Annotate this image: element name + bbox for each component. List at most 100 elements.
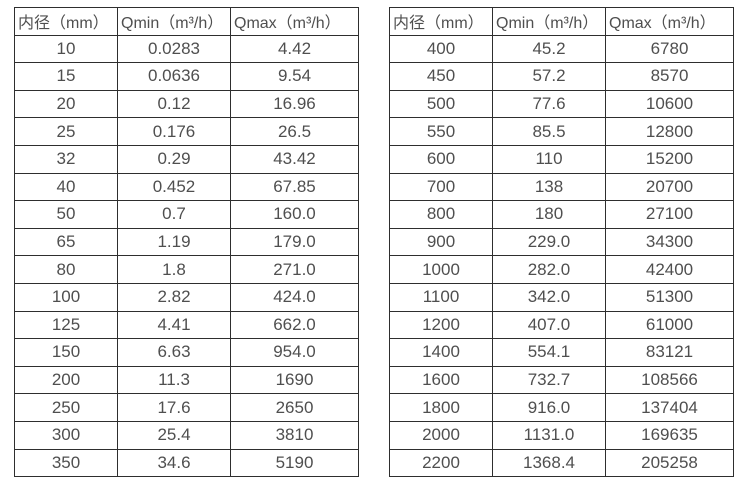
table-cell: 9.54 [230, 62, 359, 91]
table-cell: 26.5 [230, 117, 359, 146]
table-row: 350 34.6 5190 [14, 448, 359, 478]
table-cell: 17.6 [117, 393, 231, 422]
table-cell: 1100 [389, 282, 493, 312]
table-cell: 916.0 [492, 393, 606, 422]
table-cell: 15200 [605, 144, 734, 174]
table-row: 800 180 27100 [389, 200, 734, 229]
table-cell: 1131.0 [492, 420, 606, 450]
table-row: 1200 407.0 61000 [389, 310, 734, 340]
table-row: 50 0.7 160.0 [14, 200, 359, 229]
table-cell: 138 [492, 172, 606, 202]
table-row: 10 0.0283 4.42 [14, 34, 359, 64]
table-cell: 1690 [230, 365, 359, 395]
table-cell: 10 [14, 34, 118, 64]
table-cell: 15 [14, 62, 118, 91]
table-cell: 43.42 [230, 144, 359, 174]
table-row: 300 25.4 3810 [14, 420, 359, 450]
column-header-qmin: Qmin（m³/h） [117, 7, 231, 36]
table-cell: 51300 [605, 282, 734, 312]
table-cell: 108566 [605, 365, 734, 395]
table-cell: 2650 [230, 393, 359, 422]
table-cell: 1400 [389, 338, 493, 367]
table-cell: 0.29 [117, 144, 231, 174]
table-row: 250 17.6 2650 [14, 393, 359, 422]
table-row: 65 1.19 179.0 [14, 227, 359, 257]
table-cell: 6.63 [117, 338, 231, 367]
table-row: 550 85.5 12800 [389, 117, 734, 146]
table-cell: 137404 [605, 393, 734, 422]
table-cell: 600 [389, 144, 493, 174]
table-row: 700 138 20700 [389, 172, 734, 202]
table-cell: 1800 [389, 393, 493, 422]
table-cell: 342.0 [492, 282, 606, 312]
table-cell: 50 [14, 200, 118, 229]
table-cell: 4.42 [230, 34, 359, 64]
table-cell: 160.0 [230, 200, 359, 229]
flow-rate-table-small-diameters: 内径（mm） Qmin（m³/h） Qmax（m³/h） 10 0.0283 4.4… [14, 7, 359, 478]
table-cell: 20700 [605, 172, 734, 202]
table-cell: 85.5 [492, 117, 606, 146]
table-cell: 8570 [605, 62, 734, 91]
column-header-qmax: Qmax（m³/h） [230, 7, 359, 36]
table-cell: 6780 [605, 34, 734, 64]
table-cell: 205258 [605, 448, 734, 478]
table-cell: 0.7 [117, 200, 231, 229]
table-row: 150 6.63 954.0 [14, 338, 359, 367]
table-cell: 83121 [605, 338, 734, 367]
table-cell: 67.85 [230, 172, 359, 202]
table-row: 2000 1131.0 169635 [389, 420, 734, 450]
table-cell: 65 [14, 227, 118, 257]
table-cell: 450 [389, 62, 493, 91]
table-cell: 180 [492, 200, 606, 229]
table-cell: 0.0283 [117, 34, 231, 64]
table-row: 1100 342.0 51300 [389, 282, 734, 312]
table-cell: 0.452 [117, 172, 231, 202]
table-cell: 100 [14, 282, 118, 312]
table-cell: 169635 [605, 420, 734, 450]
table-cell: 700 [389, 172, 493, 202]
table-cell: 10600 [605, 89, 734, 119]
table-cell: 25 [14, 117, 118, 146]
table-row: 20 0.12 16.96 [14, 89, 359, 119]
table-cell: 45.2 [492, 34, 606, 64]
table-cell: 0.176 [117, 117, 231, 146]
table-row: 600 110 15200 [389, 144, 734, 174]
table-cell: 732.7 [492, 365, 606, 395]
table-cell: 500 [389, 89, 493, 119]
table-cell: 80 [14, 255, 118, 284]
table-row: 125 4.41 662.0 [14, 310, 359, 340]
table-row: 100 2.82 424.0 [14, 282, 359, 312]
table-cell: 25.4 [117, 420, 231, 450]
column-header-inner-diameter: 内径（mm） [14, 7, 118, 36]
table-cell: 954.0 [230, 338, 359, 367]
table-cell: 550 [389, 117, 493, 146]
table-cell: 0.0636 [117, 62, 231, 91]
column-header-qmax: Qmax（m³/h） [605, 7, 734, 36]
table-cell: 20 [14, 89, 118, 119]
table-cell: 5190 [230, 448, 359, 478]
table-cell: 61000 [605, 310, 734, 340]
table-row: 32 0.29 43.42 [14, 144, 359, 174]
table-cell: 250 [14, 393, 118, 422]
column-header-inner-diameter: 内径（mm） [389, 7, 493, 36]
flow-rate-table-large-diameters: 内径（mm） Qmin（m³/h） Qmax（m³/h） 400 45.2 6780… [389, 7, 734, 478]
table-cell: 77.6 [492, 89, 606, 119]
table-cell: 27100 [605, 200, 734, 229]
table-cell: 424.0 [230, 282, 359, 312]
table-cell: 32 [14, 144, 118, 174]
column-header-qmin: Qmin（m³/h） [492, 7, 606, 36]
table-cell: 1368.4 [492, 448, 606, 478]
table-cell: 400 [389, 34, 493, 64]
table-cell: 300 [14, 420, 118, 450]
table-cell: 1.8 [117, 255, 231, 284]
table-cell: 179.0 [230, 227, 359, 257]
table-header-row: 内径（mm） Qmin（m³/h） Qmax（m³/h） [14, 7, 359, 36]
table-cell: 34.6 [117, 448, 231, 478]
table-cell: 662.0 [230, 310, 359, 340]
table-cell: 40 [14, 172, 118, 202]
table-cell: 1.19 [117, 227, 231, 257]
table-cell: 11.3 [117, 365, 231, 395]
table-row: 25 0.176 26.5 [14, 117, 359, 146]
table-row: 1000 282.0 42400 [389, 255, 734, 284]
table-cell: 1200 [389, 310, 493, 340]
